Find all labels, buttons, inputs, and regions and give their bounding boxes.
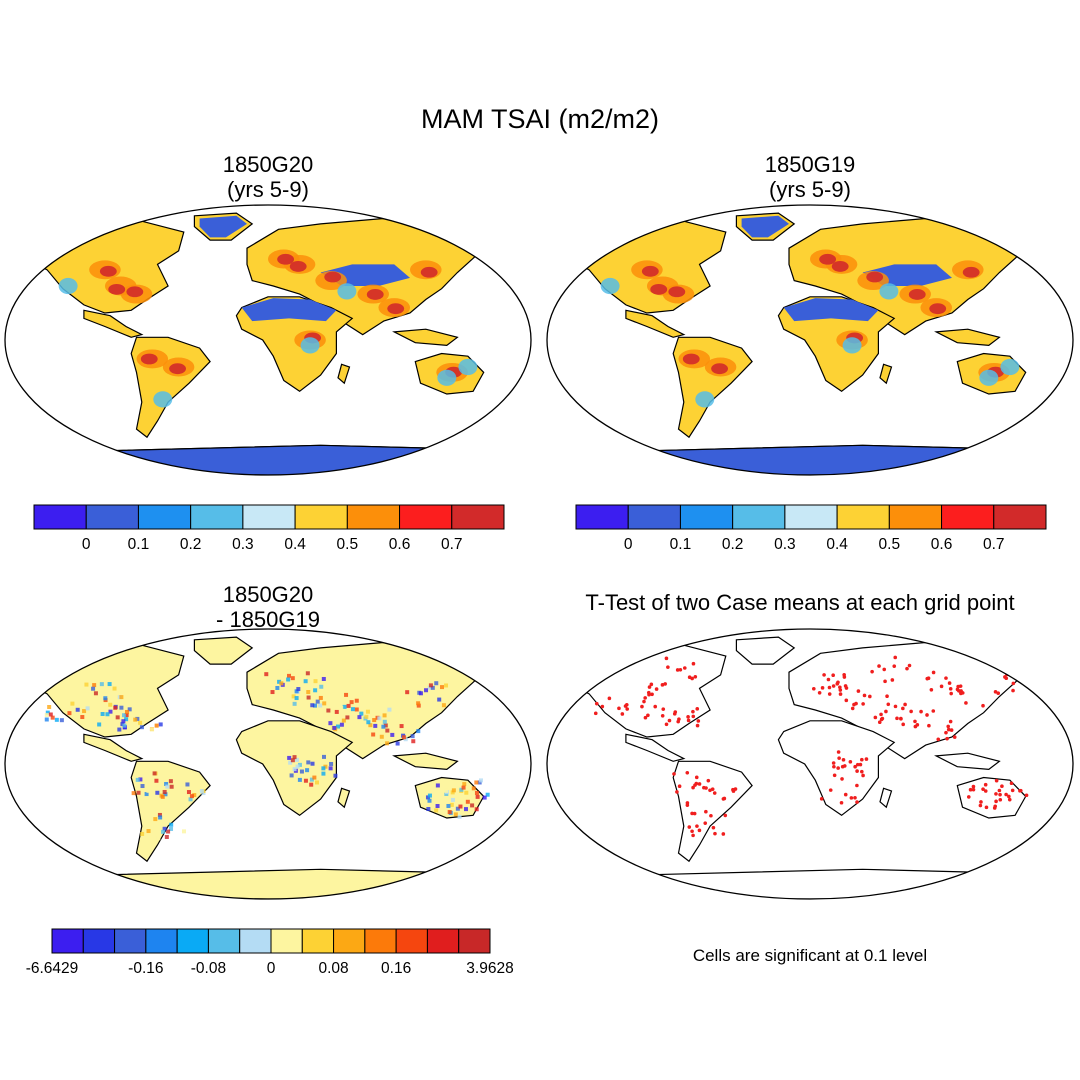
colorbar-1-swatch-1	[85, 504, 139, 530]
colorbar-3-swatch-3	[145, 928, 178, 954]
colorbar-2-swatch-1	[627, 504, 681, 530]
colorbar-2-swatch-5	[836, 504, 890, 530]
colorbar-2-swatch-4	[784, 504, 838, 530]
map-2-indonesia	[934, 328, 1001, 347]
panel-3-title-line2: - 1850G19	[216, 607, 320, 632]
map-3-antarctica	[19, 868, 517, 899]
map-3-indonesia	[392, 752, 459, 771]
colorbar-3-swatch-6	[239, 928, 272, 954]
colorbar-2-label-0: 0	[624, 536, 633, 553]
map-4-madagascar	[879, 787, 893, 809]
colorbar-3-label-6: 3.9628	[466, 960, 513, 977]
colorbar-3-swatch-5	[207, 928, 241, 954]
colorbar-2-label-5: 0.5	[879, 536, 901, 553]
colorbar-1-label-1: 0.1	[128, 536, 150, 553]
colorbar-2-label-7: 0.7	[983, 536, 1005, 553]
map-1-indonesia	[392, 328, 459, 347]
colorbar-3-swatch-0	[51, 928, 84, 954]
colorbar-3-label-1: -0.16	[128, 960, 163, 977]
colorbar-1-label-0: 0	[82, 536, 91, 553]
colorbar-2-swatch-0	[575, 504, 629, 530]
panel-2-title-line1: 1850G19	[764, 152, 856, 177]
map-2-madagascar	[879, 363, 893, 385]
colorbar-2-label-2: 0.2	[722, 536, 744, 553]
map-1-madagascar	[337, 363, 351, 385]
colorbar-1-swatch-0	[33, 504, 87, 530]
map-4-central-america	[625, 733, 686, 762]
map-4-greenland	[735, 636, 796, 665]
colorbar-2-swatch-3	[732, 504, 786, 530]
colorbar-3-swatch-12	[426, 928, 460, 954]
panel-3-title-line1: 1850G20	[222, 582, 314, 607]
colorbar-2-label-6: 0.6	[931, 536, 953, 553]
figure-title: MAM TSAI (m2/m2)	[420, 104, 660, 134]
map-1-central-america	[83, 309, 144, 338]
colorbar-3-swatch-9	[333, 928, 366, 954]
panel-2-title-line2: (yrs 5-9)	[769, 177, 851, 202]
colorbar-1-swatch-8	[451, 504, 505, 530]
colorbar-3-swatch-11	[395, 928, 428, 954]
colorbar-3-swatch-2	[114, 928, 147, 954]
panel-1-title-line1: 1850G20	[222, 152, 314, 177]
colorbar-1-swatch-3	[190, 504, 244, 530]
colorbar-2-label-3: 0.3	[774, 536, 796, 553]
colorbar-2-label-1: 0.1	[670, 536, 692, 553]
colorbar-3-label-4: 0.08	[318, 960, 348, 977]
map-3	[4, 628, 532, 900]
panel-1-title-line2: (yrs 5-9)	[227, 177, 309, 202]
colorbar-3-label-2: -0.08	[191, 960, 226, 977]
panel-1-title: 1850G20 (yrs 5-9)	[168, 152, 368, 202]
colorbar-3: -6.6429 -0.16 -0.08 0 0.08 0.16 3.9628	[26, 928, 514, 977]
colorbar-2-swatch-8	[993, 504, 1047, 530]
colorbar-1-label-4: 0.4	[284, 536, 306, 553]
colorbar-1-swatch-5	[294, 504, 348, 530]
colorbar-2-swatch-7	[941, 504, 995, 530]
colorbar-2-swatch-2	[679, 504, 734, 530]
map-4-indonesia	[934, 752, 1001, 771]
panel-2-title: 1850G19 (yrs 5-9)	[710, 152, 910, 202]
map-3-south-america	[130, 760, 211, 863]
map-3-central-america	[83, 733, 144, 762]
colorbar-3-swatch-1	[82, 928, 116, 954]
colorbar-3-label-3: 0	[267, 960, 276, 977]
colorbar-3-label-0: -6.6429	[26, 960, 79, 977]
colorbar-1-swatch-2	[137, 504, 192, 530]
colorbar-2: 0 0.1 0.2 0.3 0.4 0.5 0.6 0.7	[575, 504, 1047, 553]
colorbar-3-swatch-10	[364, 928, 397, 954]
colorbar-1-label-7: 0.7	[441, 536, 463, 553]
map-4-antarctica	[561, 868, 1059, 899]
map-1	[4, 204, 532, 476]
map-4	[546, 628, 1074, 900]
colorbar-3-label-5: 0.16	[381, 960, 411, 977]
colorbar-2-label-4: 0.4	[826, 536, 848, 553]
significance-note: Cells are significant at 0.1 level	[692, 946, 928, 965]
colorbar-1-swatch-7	[399, 504, 453, 530]
colorbar-3-swatch-8	[301, 928, 335, 954]
colorbar-1-swatch-4	[242, 504, 296, 530]
panel-4-title: T-Test of two Case means at each grid po…	[585, 590, 1015, 615]
colorbar-2-swatch-6	[888, 504, 943, 530]
colorbar-1-label-5: 0.5	[337, 536, 359, 553]
colorbar-3-swatch-4	[176, 928, 209, 954]
map-4-africa	[777, 720, 896, 817]
colorbar-1-swatch-6	[346, 504, 401, 530]
map-2	[546, 204, 1074, 476]
map-2-central-america	[625, 309, 686, 338]
colorbar-1-label-6: 0.6	[389, 536, 411, 553]
panel-3-title: 1850G20 - 1850G19	[168, 582, 368, 632]
colorbar-3-swatch-7	[270, 928, 303, 954]
colorbar-1: 0 0.1 0.2 0.3 0.4 0.5 0.6 0.7	[33, 504, 505, 553]
colorbar-1-label-2: 0.2	[180, 536, 202, 553]
map-3-madagascar	[337, 787, 351, 809]
colorbar-3-swatch-13	[458, 928, 491, 954]
colorbar-1-label-3: 0.3	[232, 536, 254, 553]
map-3-greenland	[193, 636, 254, 665]
